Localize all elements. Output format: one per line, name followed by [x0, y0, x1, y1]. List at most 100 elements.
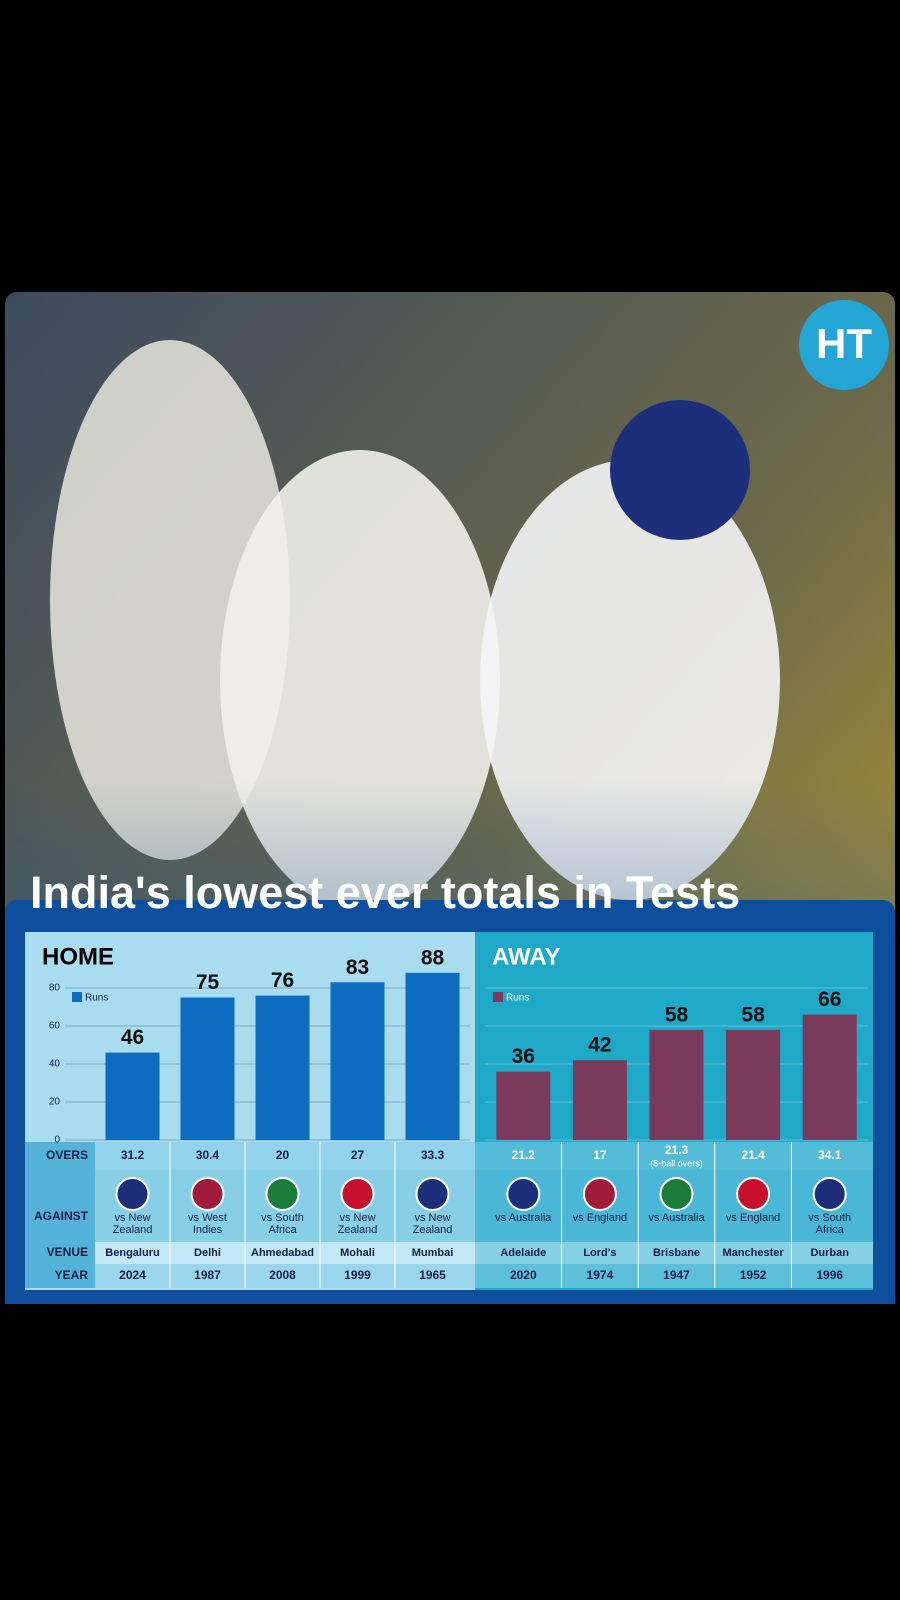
opponent: vs West Indies: [188, 1212, 227, 1236]
venue: Adelaide: [500, 1247, 546, 1259]
year: 1947: [663, 1268, 690, 1282]
opponent: vs England: [725, 1212, 781, 1224]
opponent: vs South Africa: [808, 1212, 852, 1236]
value-label: 58: [665, 1003, 689, 1026]
flag: [659, 1177, 694, 1211]
flag: [115, 1177, 150, 1211]
row-label: OVERS: [46, 1148, 88, 1162]
opponent: vs New Zealand: [412, 1212, 453, 1236]
opponent-box: vs South Africa: [808, 1212, 852, 1236]
venue: Lord's: [583, 1247, 616, 1259]
value-label: 46: [121, 1026, 144, 1049]
flag: [812, 1177, 847, 1211]
year: 2008: [269, 1268, 296, 1282]
flag: [736, 1177, 771, 1211]
opponent: vs England: [572, 1212, 628, 1224]
year: 1974: [587, 1268, 614, 1282]
opponent-box: vs New Zealand: [113, 1212, 153, 1236]
value-label: 76: [271, 969, 294, 992]
opponent-box: vs England: [725, 1212, 781, 1224]
overs: 33.3: [421, 1148, 445, 1162]
opponent-box: vs England: [572, 1212, 628, 1224]
year: 1952: [740, 1268, 767, 1282]
overs: 17: [593, 1148, 607, 1162]
year: 2020: [510, 1268, 537, 1282]
venue: Delhi: [194, 1247, 221, 1259]
year: 2024: [119, 1268, 146, 1282]
legend-swatch: [493, 992, 503, 1002]
row-band: [25, 1264, 873, 1288]
flag: [265, 1177, 300, 1211]
year: 1999: [344, 1268, 371, 1282]
row-band: [25, 1242, 873, 1264]
chart-title: AWAY: [492, 943, 560, 970]
row-label: YEAR: [55, 1268, 89, 1282]
row-band: [25, 1142, 873, 1170]
chart-title: HOME: [42, 943, 114, 970]
flag: [506, 1177, 541, 1211]
headline: India's lowest ever totals in Tests: [30, 867, 740, 918]
value-label: 75: [196, 971, 220, 994]
row-label: AGAINST: [34, 1209, 89, 1223]
bar: [255, 995, 310, 1140]
flag: [582, 1177, 617, 1211]
value-label: 66: [818, 988, 841, 1011]
opponent-box: vs West Indies: [188, 1212, 227, 1236]
venue: Ahmedabad: [251, 1247, 314, 1259]
y-tick-label: 0: [54, 1135, 60, 1146]
venue: Mumbai: [412, 1247, 454, 1259]
opponent: vs New Zealand: [337, 1212, 378, 1236]
value-label: 83: [346, 956, 369, 979]
logo-badge: [799, 300, 889, 390]
y-tick-label: 80: [49, 983, 61, 994]
legend-swatch: [72, 992, 82, 1002]
overs: 31.2: [121, 1148, 145, 1162]
year: 1965: [419, 1268, 446, 1282]
bar: [405, 972, 460, 1140]
value-label: 58: [741, 1003, 765, 1026]
bar: [649, 1029, 704, 1140]
overs: 21.3: [665, 1143, 689, 1157]
flag: [415, 1177, 450, 1211]
bar: [496, 1071, 551, 1140]
y-tick-label: 60: [49, 1021, 61, 1032]
opponent: vs Australia: [495, 1212, 552, 1224]
flag: [340, 1177, 375, 1211]
flag: [190, 1177, 225, 1211]
bar: [105, 1052, 160, 1140]
opponent: vs South Africa: [261, 1212, 304, 1236]
venue: Mohali: [340, 1247, 375, 1259]
opponent: vs Australia: [648, 1212, 705, 1224]
helmet: [610, 400, 750, 540]
y-tick-label: 40: [49, 1059, 61, 1070]
opponent-box: vs New Zealand: [337, 1212, 378, 1236]
bar: [330, 982, 385, 1140]
bar: [180, 997, 235, 1140]
opponent-box: vs South Africa: [261, 1212, 304, 1236]
opponent-box: vs New Zealand: [412, 1212, 453, 1236]
overs: 20: [276, 1148, 290, 1162]
overs: 27: [351, 1148, 365, 1162]
venue: Bengaluru: [105, 1247, 159, 1259]
value-label: 88: [421, 946, 445, 969]
row-label: VENUE: [47, 1245, 88, 1259]
y-tick-label: 20: [49, 1097, 61, 1108]
venue: Brisbane: [653, 1247, 700, 1259]
bar: [572, 1060, 627, 1140]
legend-label: Runs: [506, 993, 529, 1004]
overs: 30.4: [196, 1148, 220, 1162]
value-label: 36: [512, 1045, 535, 1068]
opponent-box: vs Australia: [495, 1212, 552, 1224]
overs: 34.1: [818, 1148, 842, 1162]
row-band: [25, 1170, 873, 1242]
overs: 21.4: [741, 1148, 765, 1162]
logo: HT: [816, 320, 872, 367]
legend-label: Runs: [85, 993, 108, 1004]
overs: 21.2: [512, 1148, 536, 1162]
bar: [802, 1014, 857, 1140]
opponent-box: vs Australia: [648, 1212, 705, 1224]
bar: [726, 1029, 781, 1140]
value-label: 42: [588, 1034, 611, 1057]
venue: Durban: [810, 1247, 849, 1259]
